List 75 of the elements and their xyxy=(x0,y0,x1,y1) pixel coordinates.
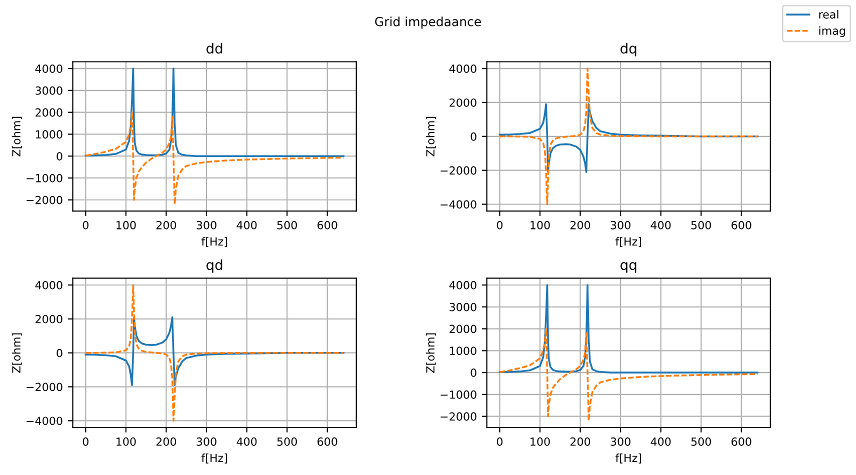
x-tick-label: 400 xyxy=(650,220,671,230)
line-series xyxy=(498,103,758,173)
chart-title: qd xyxy=(206,259,222,273)
x-tick-label: 600 xyxy=(732,437,752,446)
y-tick-label: 0 xyxy=(56,348,62,358)
line-series xyxy=(498,328,758,422)
x-tick-label: 300 xyxy=(196,220,216,230)
y-tick-label: 2000 xyxy=(36,314,62,324)
y-tick-label: 2000 xyxy=(450,98,476,107)
x-tick-label: 300 xyxy=(610,437,630,446)
x-tick-label: 100 xyxy=(530,220,550,230)
y-tick-label: 0 xyxy=(56,152,62,160)
x-axis-title: f[Hz] xyxy=(201,237,227,247)
x-tick-label: 600 xyxy=(318,437,338,446)
x-tick-label: 300 xyxy=(610,220,630,230)
y-tick-label: −4000 xyxy=(26,416,62,426)
y-tick-label: 4000 xyxy=(449,280,476,290)
x-axis-title: f[Hz] xyxy=(615,454,642,464)
x-tick-label: 400 xyxy=(236,437,257,446)
y-tick-label: 1000 xyxy=(36,130,62,139)
y-axis-title: Z[ohm] xyxy=(12,333,22,373)
y-tick-label: 2000 xyxy=(450,324,476,334)
line-series xyxy=(498,284,758,374)
y-tick-label: 2000 xyxy=(36,108,62,117)
y-tick-label: 4000 xyxy=(449,64,476,73)
line-series xyxy=(84,316,344,386)
y-tick-label: 3000 xyxy=(450,302,476,312)
chart-title: dq xyxy=(620,42,636,56)
y-tick-label: −2000 xyxy=(440,412,476,421)
y-axis-title: Z[ohm] xyxy=(426,333,436,373)
y-tick-label: 4000 xyxy=(35,280,62,290)
x-tick-label: 0 xyxy=(82,220,88,230)
y-tick-label: 4000 xyxy=(35,64,62,73)
y-tick-label: −2000 xyxy=(440,166,476,175)
y-tick-label: −2000 xyxy=(26,196,62,204)
x-tick-label: 0 xyxy=(82,437,88,446)
x-tick-label: 300 xyxy=(196,437,216,446)
y-tick-label: −1000 xyxy=(26,174,62,182)
x-axis-title: f[Hz] xyxy=(201,454,227,464)
x-tick-label: 600 xyxy=(318,220,338,230)
y-tick-label: −4000 xyxy=(440,200,476,209)
legend-label: real xyxy=(819,10,838,19)
x-tick-label: 100 xyxy=(530,437,550,446)
x-tick-label: 0 xyxy=(496,220,502,230)
x-tick-label: 500 xyxy=(277,437,297,446)
x-tick-label: 600 xyxy=(732,220,752,230)
y-axis-title: Z[ohm] xyxy=(426,116,436,156)
x-tick-label: 500 xyxy=(691,437,711,446)
text: Grid impedaance xyxy=(375,16,481,29)
legend-label: imag xyxy=(819,26,845,38)
y-tick-label: −2000 xyxy=(26,382,62,392)
y-tick-label: −1000 xyxy=(440,390,476,399)
y-tick-label: 0 xyxy=(470,368,476,377)
line-series xyxy=(498,68,758,206)
x-tick-label: 500 xyxy=(277,220,297,230)
x-tick-label: 200 xyxy=(570,220,590,230)
x-tick-label: 400 xyxy=(650,437,671,446)
x-tick-label: 100 xyxy=(116,220,136,230)
line-series xyxy=(84,111,344,206)
x-axis-title: f[Hz] xyxy=(615,237,642,247)
y-tick-label: 1000 xyxy=(450,346,476,356)
x-tick-label: 500 xyxy=(691,220,711,230)
x-tick-label: 100 xyxy=(116,437,136,446)
y-tick-label: 3000 xyxy=(36,86,62,95)
line-series xyxy=(84,284,344,422)
y-axis-title: Z[ohm] xyxy=(12,116,22,156)
line-series xyxy=(84,68,344,157)
x-tick-label: 200 xyxy=(156,220,176,230)
x-tick-label: 400 xyxy=(236,220,257,230)
x-tick-label: 200 xyxy=(570,437,590,446)
y-tick-label: 0 xyxy=(470,132,476,141)
chart-title: qq xyxy=(620,262,636,273)
x-tick-label: 200 xyxy=(156,437,176,446)
x-tick-label: 0 xyxy=(496,437,502,446)
chart-title: dd xyxy=(206,42,222,54)
